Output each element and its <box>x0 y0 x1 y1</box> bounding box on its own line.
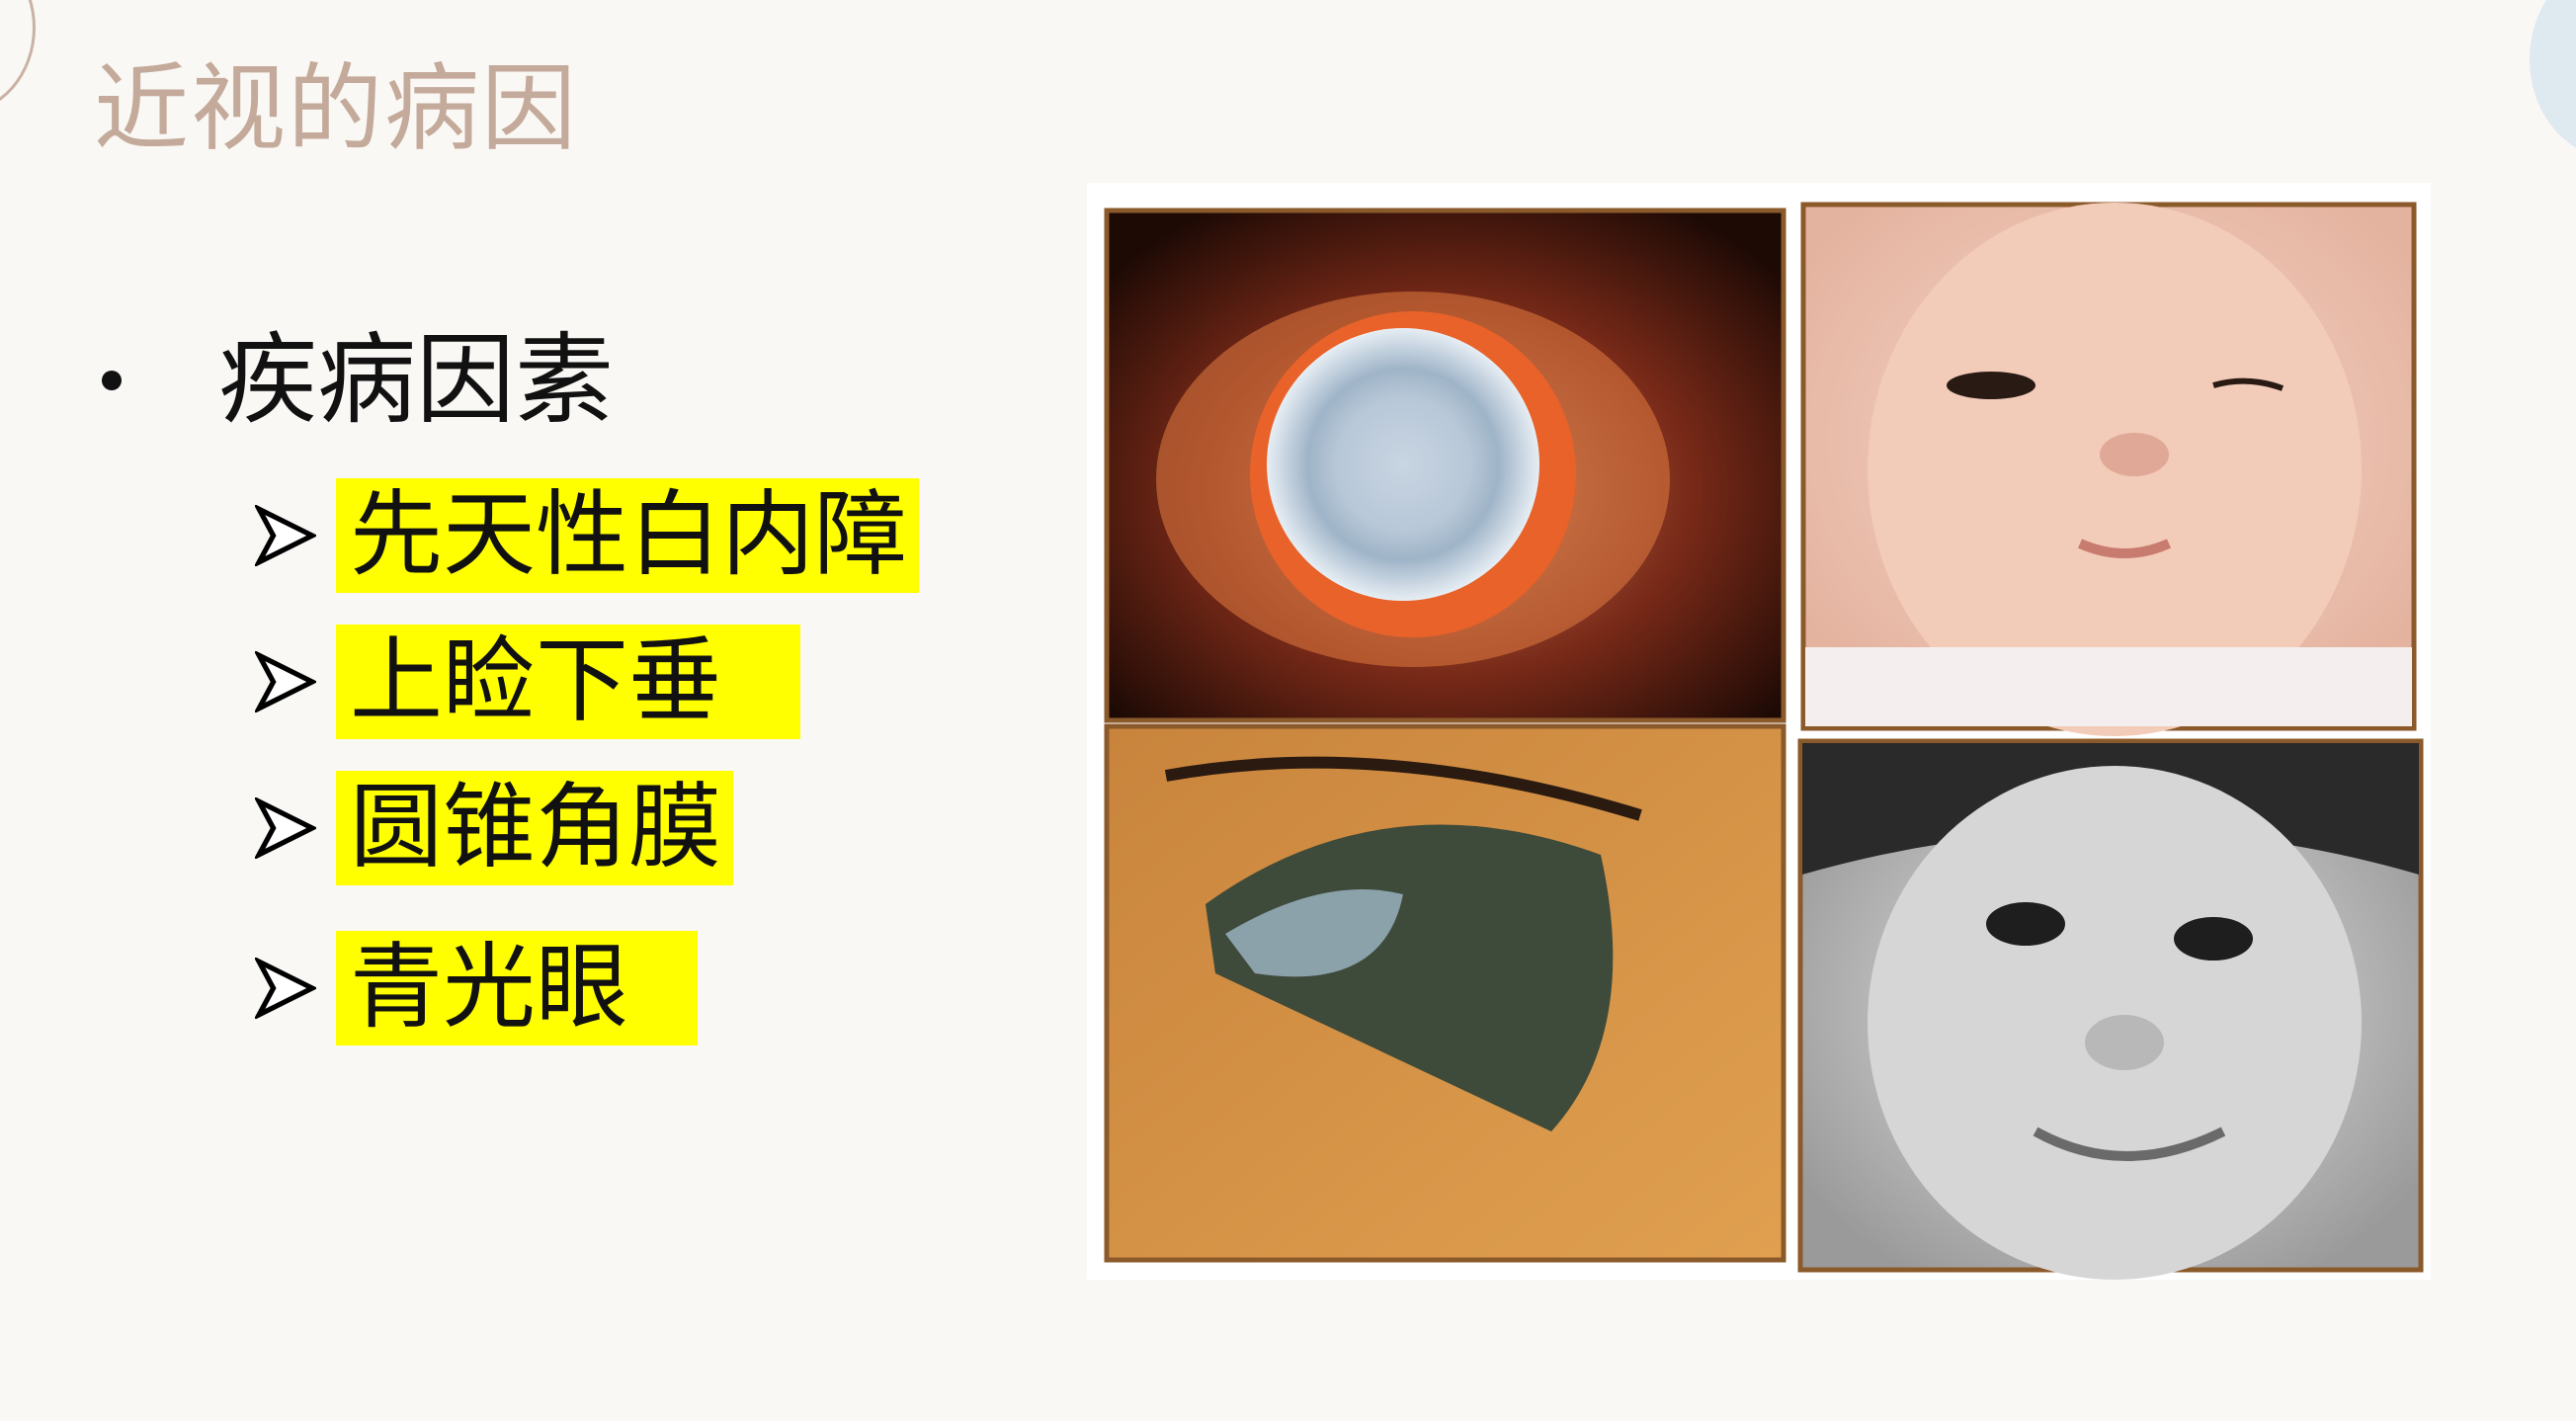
sub-item-glaucoma: 青光眼 <box>255 929 699 1047</box>
bullet-label: 疾病因素 <box>218 322 614 438</box>
photo-infant-ptosis <box>1800 202 2417 736</box>
sub-item-keratoconus: 圆锥角膜 <box>255 769 734 887</box>
sub-item-label: 圆锥角膜 <box>336 771 734 885</box>
photo-cataract-eye <box>1104 208 1787 723</box>
sub-item-label: 上睑下垂 <box>336 625 801 739</box>
slide-title: 近视的病因 <box>94 53 578 164</box>
decorative-arc-left <box>0 0 36 115</box>
sub-item-congenital-cataract: 先天性白内障 <box>255 476 920 595</box>
sub-item-label: 青光眼 <box>336 931 699 1045</box>
photo-child-face <box>1797 738 2424 1280</box>
bullet-dot-icon <box>102 371 122 390</box>
arrow-bullet-icon <box>255 505 316 566</box>
decorative-shape-right <box>2530 0 2576 158</box>
photo-collage <box>1087 183 2431 1280</box>
bullet-disease-factors: 疾病因素 <box>94 316 614 445</box>
sub-item-label: 先天性白内障 <box>336 478 920 593</box>
arrow-bullet-icon <box>255 958 316 1019</box>
sub-item-ptosis: 上睑下垂 <box>255 623 801 741</box>
photo-keratoconus-eye <box>1104 723 1787 1263</box>
arrow-bullet-icon <box>255 651 316 712</box>
arrow-bullet-icon <box>255 797 316 859</box>
